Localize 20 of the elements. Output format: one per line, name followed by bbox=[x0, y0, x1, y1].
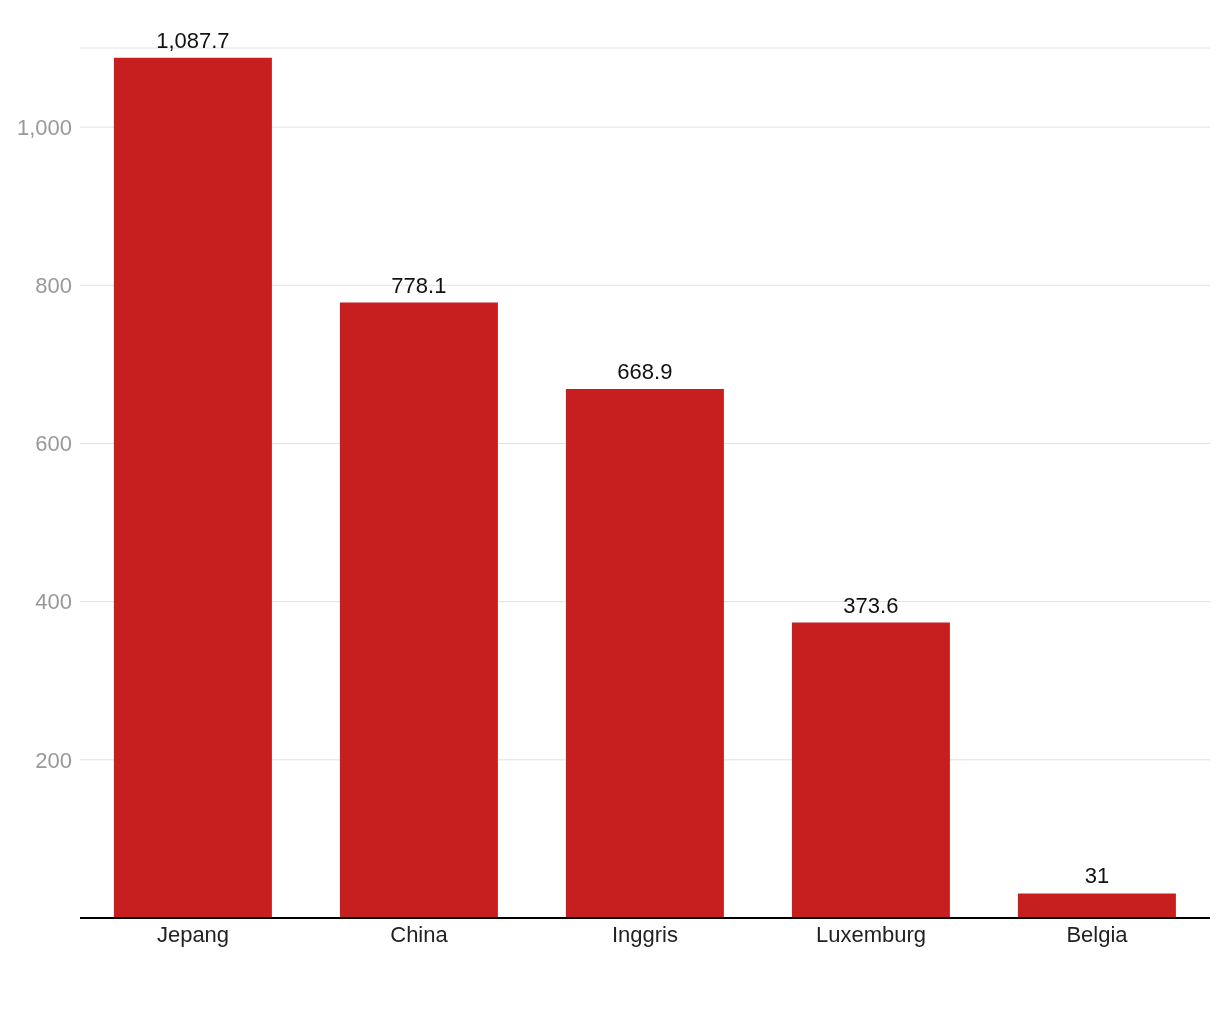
bar bbox=[1017, 893, 1176, 918]
bar bbox=[565, 388, 724, 918]
x-tick-label: China bbox=[390, 921, 449, 947]
y-tick-label: 200 bbox=[35, 747, 72, 773]
x-tick-label: Jepang bbox=[156, 921, 230, 947]
data-label: 1,087.7 bbox=[156, 27, 230, 53]
y-tick-label: 600 bbox=[35, 431, 72, 457]
data-label: 31 bbox=[1084, 863, 1110, 889]
y-tick-label: 800 bbox=[35, 273, 72, 299]
y-tick-label: 400 bbox=[35, 589, 72, 615]
data-label: 668.9 bbox=[617, 358, 673, 384]
bar bbox=[791, 622, 950, 918]
x-tick-label: Belgia bbox=[1066, 921, 1129, 947]
x-tick-label: Inggris bbox=[611, 921, 679, 947]
y-tick-label: 1,000 bbox=[16, 114, 72, 140]
bar bbox=[113, 57, 272, 918]
data-label: 778.1 bbox=[391, 272, 447, 298]
data-label: 373.6 bbox=[843, 592, 899, 618]
bar bbox=[339, 302, 498, 918]
x-tick-label: Luxemburg bbox=[815, 921, 927, 947]
